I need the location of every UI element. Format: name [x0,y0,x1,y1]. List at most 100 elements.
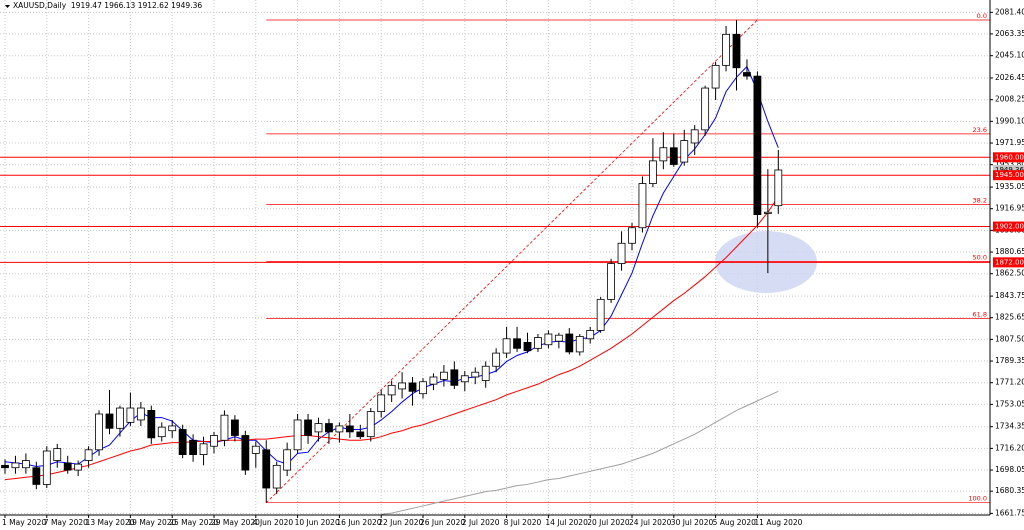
y-tick-label: 1789.35 [995,356,1024,365]
y-tick-label: 2081.40 [995,7,1024,16]
candle-body [387,384,396,396]
x-tick-label: 2 Jul 2020 [462,518,500,527]
candle-body [74,463,83,471]
moving-average-line [4,196,779,481]
candle-body [460,375,469,383]
y-tick-label: 1734.35 [995,422,1024,431]
candle-body [283,449,292,471]
candle-body [544,333,553,346]
candle-body [21,460,30,469]
y-tick-label: 1771.20 [995,378,1024,387]
y-tick-label: 2026.45 [995,73,1024,82]
candle-body [680,140,689,163]
candle-body [701,87,710,131]
candle-body [272,464,281,489]
candle-body [743,72,751,77]
candle-body [534,337,542,349]
price-box-label: 1945.00 [995,171,1024,179]
fib-label: 100.0 [968,495,987,503]
price-box [993,152,1024,163]
price-box-label: 1960.00 [995,153,1024,161]
fib-label: 61.8 [973,310,987,318]
candle-body [304,419,312,436]
candle-body [492,352,501,367]
candle-body [335,425,344,433]
candle-body [669,147,678,165]
candle-body [628,227,636,244]
candle-body [366,411,375,438]
y-tick-label: 1680.35 [995,486,1024,495]
x-tick-label: 5 Aug 2020 [713,518,756,527]
y-tick-label: 1843.75 [995,291,1024,300]
fib-label: 38.2 [973,196,987,204]
candle-body [11,462,20,469]
candle-body [398,382,407,390]
y-tick-label: 1825.65 [995,313,1024,322]
candle-body [523,341,532,352]
price-box [993,170,1024,181]
price-box-label: 1902.00 [995,223,1024,231]
price-box [993,221,1024,232]
x-tick-label: 11 Aug 2020 [754,518,802,527]
candle-body [178,429,187,455]
candle-body [774,169,783,207]
candle-body [32,467,41,485]
fib-label: 50.0 [973,253,987,261]
candle-body [513,338,521,349]
candle-body [126,407,135,423]
fib-label: 0.0 [977,12,987,20]
y-tick-label: 1698.05 [995,465,1024,474]
candle-body [116,407,124,429]
candle-body [377,394,386,413]
candle-body [1,464,9,469]
candle-body [293,419,302,451]
candle-body [345,425,354,433]
x-tick-label: 8 Jul 2020 [504,518,542,527]
candle-body [241,435,250,471]
candle-body [168,425,177,432]
candle-body [711,64,720,89]
candle-body [439,371,448,380]
price-box [993,165,1024,176]
candle-body [136,407,145,421]
y-tick-label: 2045.10 [995,51,1024,60]
candle-body [63,462,72,471]
candle-body [147,410,156,439]
candle-body [230,419,239,436]
candle-body [251,445,260,454]
x-tick-label: 1 May 2020 [2,518,46,527]
x-tick-label: 13 May 2020 [86,518,135,527]
candle-body [42,450,51,485]
candle-body [408,382,417,392]
menu-icon[interactable] [5,5,10,8]
candle-body [356,431,365,438]
candle-body [596,298,605,331]
y-tick-label: 1661.75 [995,508,1024,517]
candle-body [105,413,114,429]
y-tick-label: 1880.65 [995,247,1024,256]
x-tick-label: 20 Jul 2020 [587,518,630,527]
candle-body [617,242,626,264]
y-tick-label: 1953.80 [995,160,1024,169]
moving-average-line [381,390,779,515]
candle-body [763,211,772,214]
chart-title: XAUUSD,Daily 1919.47 1966.13 1912.62 194… [13,1,202,10]
x-tick-label: 30 Jul 2020 [671,518,714,527]
x-tick-label: 25 May 2020 [169,518,218,527]
price-box-label: 1949.36 [995,166,1024,174]
candle-body [649,160,657,184]
x-tick-label: 14 Jul 2020 [545,518,588,527]
y-tick-label: 1990.10 [995,116,1024,125]
price-box [993,257,1024,268]
candle-body [565,333,574,353]
y-tick-label: 1916.95 [995,204,1024,213]
candle-body [575,335,584,353]
candle-body [199,443,208,455]
candle-body [722,33,730,66]
x-tick-label: 7 May 2020 [44,518,88,527]
candle-body [157,426,166,438]
y-tick-label: 1716.20 [995,443,1024,452]
candle-body [481,365,490,381]
candle-body [554,334,563,342]
